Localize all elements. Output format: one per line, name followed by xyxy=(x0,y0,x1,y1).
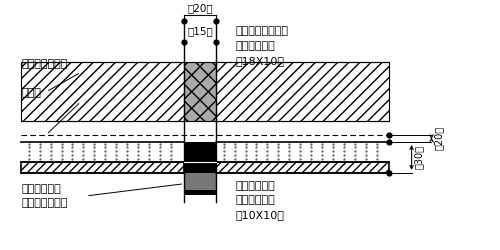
Text: シーリング材: シーリング材 xyxy=(235,41,275,51)
Text: （30）: （30） xyxy=(414,146,424,170)
Text: シーリング材: シーリング材 xyxy=(235,195,275,205)
Bar xyxy=(22,62,184,121)
Text: （20）: （20） xyxy=(434,126,444,150)
Bar xyxy=(184,142,216,173)
Bar xyxy=(184,173,216,190)
Text: 発泡合成樹脂: 発泡合成樹脂 xyxy=(22,184,61,194)
Text: （20）: （20） xyxy=(188,4,213,14)
Text: ひび割れ誘発目地: ひび割れ誘発目地 xyxy=(235,26,288,36)
Text: （18X10）: （18X10） xyxy=(235,56,284,66)
Bar xyxy=(216,162,389,173)
Bar xyxy=(184,62,216,121)
Text: バックアップ材: バックアップ材 xyxy=(22,198,68,208)
Text: （10X10）: （10X10） xyxy=(235,210,284,220)
Bar xyxy=(184,190,216,195)
Text: 接着剤: 接着剤 xyxy=(22,88,41,98)
Bar xyxy=(22,162,184,173)
Bar xyxy=(216,62,389,121)
Text: 伸縮調整目地: 伸縮調整目地 xyxy=(235,180,275,190)
Text: 貧調合モルタル: 貧調合モルタル xyxy=(22,58,68,68)
Text: （15）: （15） xyxy=(188,26,213,36)
